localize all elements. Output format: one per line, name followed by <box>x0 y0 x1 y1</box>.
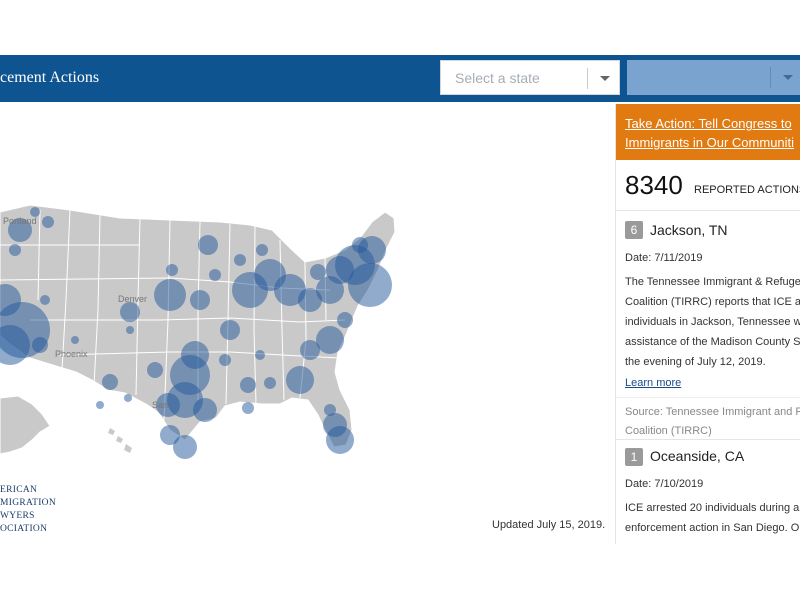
city-label-denver: Denver <box>118 294 147 304</box>
logo-line: MIGRATION <box>0 498 57 508</box>
hawaii-shape <box>108 428 132 453</box>
state-select-placeholder: Select a state <box>455 70 540 86</box>
chevron-down-icon[interactable] <box>600 76 610 81</box>
take-action-banner[interactable]: Take Action: Tell Congress to Immigrants… <box>616 104 800 160</box>
action-date: Date: 7/10/2019 <box>625 478 704 490</box>
city-label-phoenix: Phoenix <box>55 349 88 359</box>
state-borders <box>0 209 346 421</box>
logo-line: OCIATION <box>0 524 48 534</box>
learn-more-link[interactable]: Learn more <box>625 377 682 389</box>
count-badge: 1 <box>625 448 643 466</box>
take-action-link[interactable]: Take Action: Tell Congress to Immigrants… <box>625 116 795 150</box>
logo-line: ERICAN <box>0 485 38 495</box>
state-select[interactable]: Select a state <box>440 60 620 95</box>
action-description: The Tennessee Immigrant & Refugee Coalit… <box>625 276 800 368</box>
select-separator <box>587 68 588 89</box>
enforcement-bubbles[interactable] <box>0 207 392 459</box>
city-label-portland: Portland <box>3 216 37 226</box>
page-title: cement Actions <box>0 69 100 86</box>
action-location: Jackson, TN <box>650 222 728 238</box>
action-date: Date: 7/11/2019 <box>625 252 703 264</box>
action-description: ICE arrested 20 individuals during a enf… <box>625 502 800 534</box>
actions-panel[interactable]: Take Action: Tell Congress to Immigrants… <box>615 104 800 544</box>
action-location: Oceanside, CA <box>650 448 745 464</box>
city-label-san: San <box>152 400 168 410</box>
action-card[interactable]: 6 Jackson, TN Date: 7/11/2019 The Tennes… <box>616 210 800 439</box>
count-badge: 6 <box>625 221 643 239</box>
aila-logo: ERICAN MIGRATION WYERS OCIATION <box>0 484 56 536</box>
reported-actions-label: REPORTED ACTIONS <box>694 184 800 196</box>
logo-line: WYERS <box>0 511 35 521</box>
alaska-shape <box>0 395 51 455</box>
filter-select[interactable] <box>627 60 800 95</box>
action-source: Source: Tennessee Immigrant and R Coalit… <box>625 406 800 437</box>
card-divider <box>616 397 800 398</box>
updated-date: Updated July 15, 2019. <box>492 519 606 531</box>
chevron-down-icon[interactable] <box>783 75 793 80</box>
select-separator <box>770 67 771 88</box>
reported-actions-count: 8340 <box>625 170 683 200</box>
action-card[interactable]: 1 Oceanside, CA Date: 7/10/2019 ICE arre… <box>616 439 800 544</box>
us-map[interactable]: Portland Denver Phoenix San <box>0 190 410 470</box>
